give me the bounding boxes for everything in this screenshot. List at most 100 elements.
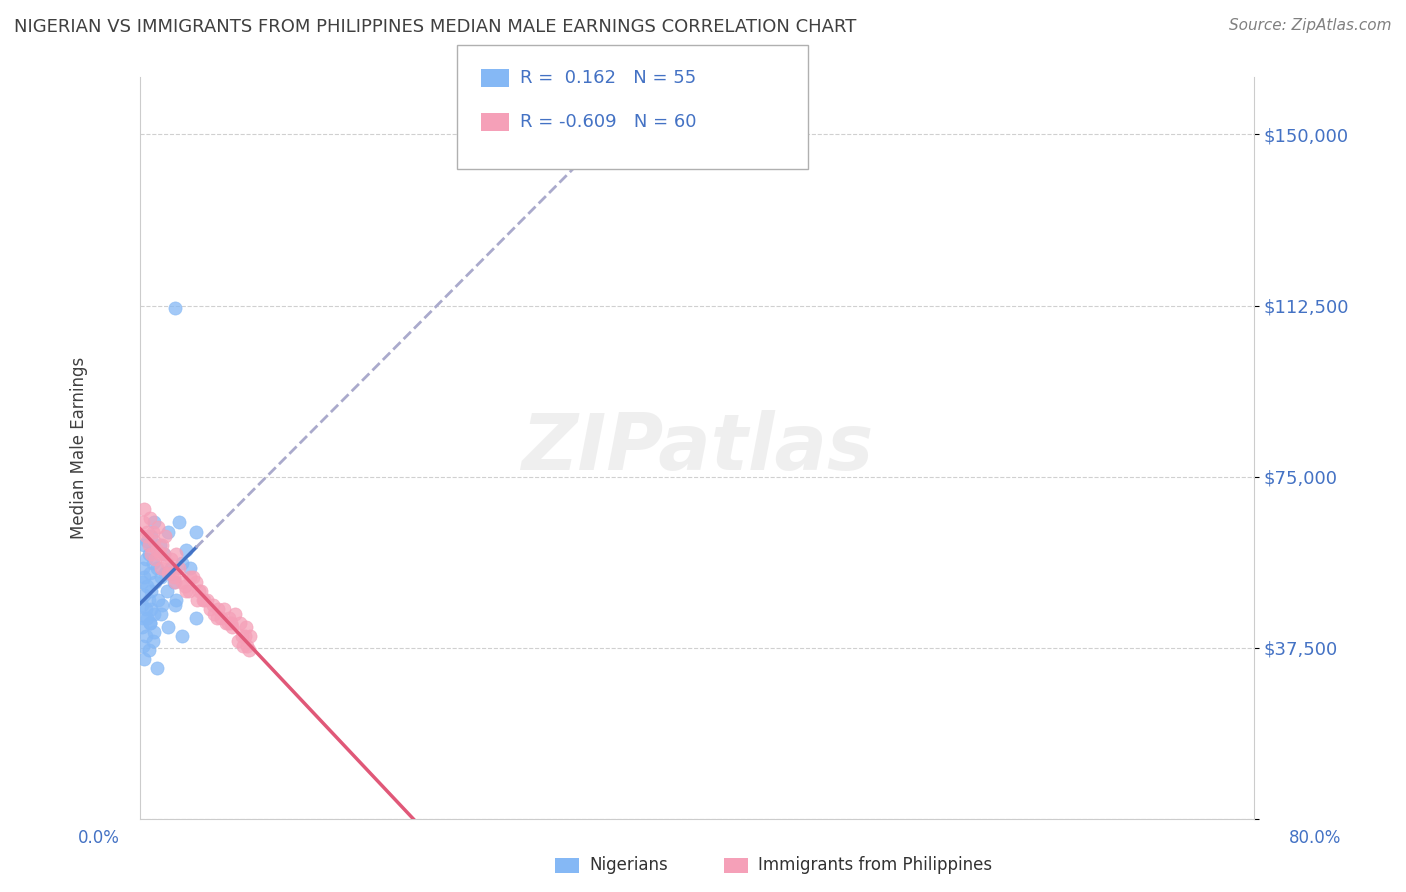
Point: [146, 661, 169, 675]
Point: [136, 611, 159, 625]
Point: [150, 570, 173, 584]
Point: [136, 533, 159, 548]
Point: [193, 593, 215, 607]
Point: [205, 611, 228, 625]
Point: [160, 566, 183, 580]
Point: [141, 583, 163, 598]
Point: [135, 602, 157, 616]
Point: [231, 630, 253, 644]
Point: [134, 570, 156, 584]
Point: [159, 552, 181, 566]
Point: [148, 520, 170, 534]
Point: [135, 529, 157, 543]
Point: [139, 615, 162, 630]
Point: [139, 566, 162, 580]
Point: [146, 542, 169, 557]
Point: [138, 593, 160, 607]
Point: [135, 630, 157, 644]
Point: [141, 529, 163, 543]
Point: [138, 547, 160, 561]
Point: [155, 566, 177, 580]
Point: [132, 639, 155, 653]
Point: [191, 593, 214, 607]
Point: [152, 598, 174, 612]
Point: [209, 611, 232, 625]
Point: [238, 643, 260, 657]
Text: Immigrants from Philippines: Immigrants from Philippines: [758, 856, 993, 874]
Point: [139, 511, 162, 525]
Point: [150, 607, 173, 621]
Point: [131, 598, 153, 612]
Point: [153, 547, 176, 561]
Point: [135, 552, 157, 566]
Text: Nigerians: Nigerians: [589, 856, 668, 874]
Point: [136, 579, 159, 593]
Point: [179, 561, 201, 575]
Point: [239, 630, 262, 644]
Point: [134, 501, 156, 516]
Point: [134, 538, 156, 552]
Point: [143, 516, 166, 530]
Point: [152, 538, 174, 552]
Point: [149, 538, 172, 552]
Point: [156, 620, 179, 634]
Point: [173, 579, 195, 593]
Point: [163, 301, 186, 315]
Point: [131, 620, 153, 634]
Point: [141, 547, 163, 561]
Point: [143, 624, 166, 639]
Point: [163, 598, 186, 612]
Point: [177, 583, 200, 598]
Text: Source: ZipAtlas.com: Source: ZipAtlas.com: [1229, 18, 1392, 33]
Point: [134, 588, 156, 602]
Point: [181, 570, 204, 584]
Point: [198, 602, 221, 616]
Point: [165, 593, 187, 607]
Point: [212, 602, 235, 616]
Point: [142, 634, 165, 648]
Point: [159, 561, 181, 575]
Point: [174, 583, 197, 598]
Point: [156, 524, 179, 539]
Text: Median Male Earnings: Median Male Earnings: [70, 357, 89, 540]
Point: [143, 533, 166, 548]
Point: [134, 652, 156, 666]
Point: [142, 557, 165, 571]
Point: [156, 557, 179, 571]
Point: [221, 620, 243, 634]
Point: [170, 574, 193, 589]
Point: [184, 524, 207, 539]
Point: [232, 639, 254, 653]
Point: [165, 547, 187, 561]
Text: R =  0.162   N = 55: R = 0.162 N = 55: [520, 69, 696, 87]
Point: [162, 570, 184, 584]
Point: [145, 574, 167, 589]
Point: [184, 574, 207, 589]
Point: [148, 593, 170, 607]
Point: [174, 542, 197, 557]
Point: [167, 561, 190, 575]
Point: [139, 615, 162, 630]
Point: [224, 607, 246, 621]
Point: [170, 557, 193, 571]
Point: [219, 615, 242, 630]
Point: [156, 566, 179, 580]
Point: [170, 630, 193, 644]
Point: [141, 602, 163, 616]
Point: [136, 524, 159, 539]
Point: [215, 615, 238, 630]
Point: [138, 643, 160, 657]
Point: [146, 561, 169, 575]
Text: ZIPatlas: ZIPatlas: [520, 410, 873, 486]
Point: [167, 516, 190, 530]
Point: [132, 516, 155, 530]
Point: [202, 607, 225, 621]
Point: [132, 611, 155, 625]
Point: [149, 547, 172, 561]
Point: [190, 583, 212, 598]
Point: [162, 574, 184, 589]
Point: [207, 602, 229, 616]
Point: [186, 593, 208, 607]
Point: [233, 630, 256, 644]
Point: [156, 583, 179, 598]
